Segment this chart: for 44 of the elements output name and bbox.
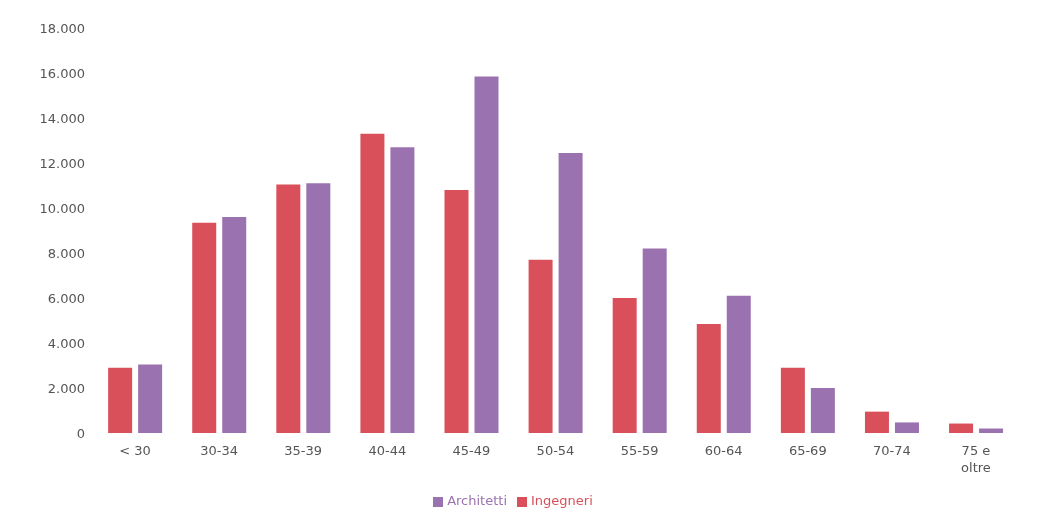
x-tick-label: 55-59 [620, 443, 659, 458]
x-tick-label: 35-39 [284, 443, 323, 458]
bar [474, 76, 499, 433]
y-tick-label: 0 [76, 425, 85, 441]
y-tick-label: 16.000 [39, 65, 85, 81]
bar [894, 422, 919, 433]
bar [528, 259, 553, 433]
x-tick-label: < 30 [119, 443, 151, 458]
x-tick-label: 60-64 [704, 443, 743, 458]
y-tick-label: 10.000 [39, 200, 85, 216]
bar [222, 217, 247, 433]
bar [360, 133, 385, 433]
x-tick-label: 75 e oltre [961, 443, 991, 475]
x-tick-label: 40-44 [368, 443, 407, 458]
bar [612, 298, 637, 433]
bar [306, 183, 331, 433]
bar [810, 388, 835, 433]
bar [780, 367, 805, 433]
y-tick-label: 8.000 [47, 245, 85, 261]
y-tick-label: 12.000 [39, 155, 85, 171]
bar [138, 364, 163, 433]
x-tick-label: 65-69 [788, 443, 827, 458]
bar [642, 248, 667, 433]
bar [864, 411, 889, 433]
bar [444, 190, 469, 433]
y-tick-label: 4.000 [47, 335, 85, 351]
bar [390, 147, 415, 433]
y-tick-label: 18.000 [39, 20, 85, 36]
bar [192, 222, 217, 433]
legend-label: Ingegneri [531, 493, 593, 508]
y-tick-label: 6.000 [47, 290, 85, 306]
x-tick-label: 45-49 [452, 443, 491, 458]
bar [276, 184, 301, 433]
y-tick-label: 14.000 [39, 110, 85, 126]
x-tick-label: 30-34 [200, 443, 239, 458]
x-tick-label: 50-54 [536, 443, 575, 458]
bar [558, 152, 583, 433]
bar [108, 367, 133, 433]
legend-label: Architetti [447, 493, 508, 508]
bar [696, 323, 721, 433]
bar [949, 423, 974, 433]
bar [726, 295, 751, 433]
x-tick-label: 70-74 [872, 443, 911, 458]
y-tick-label: 2.000 [47, 380, 85, 396]
